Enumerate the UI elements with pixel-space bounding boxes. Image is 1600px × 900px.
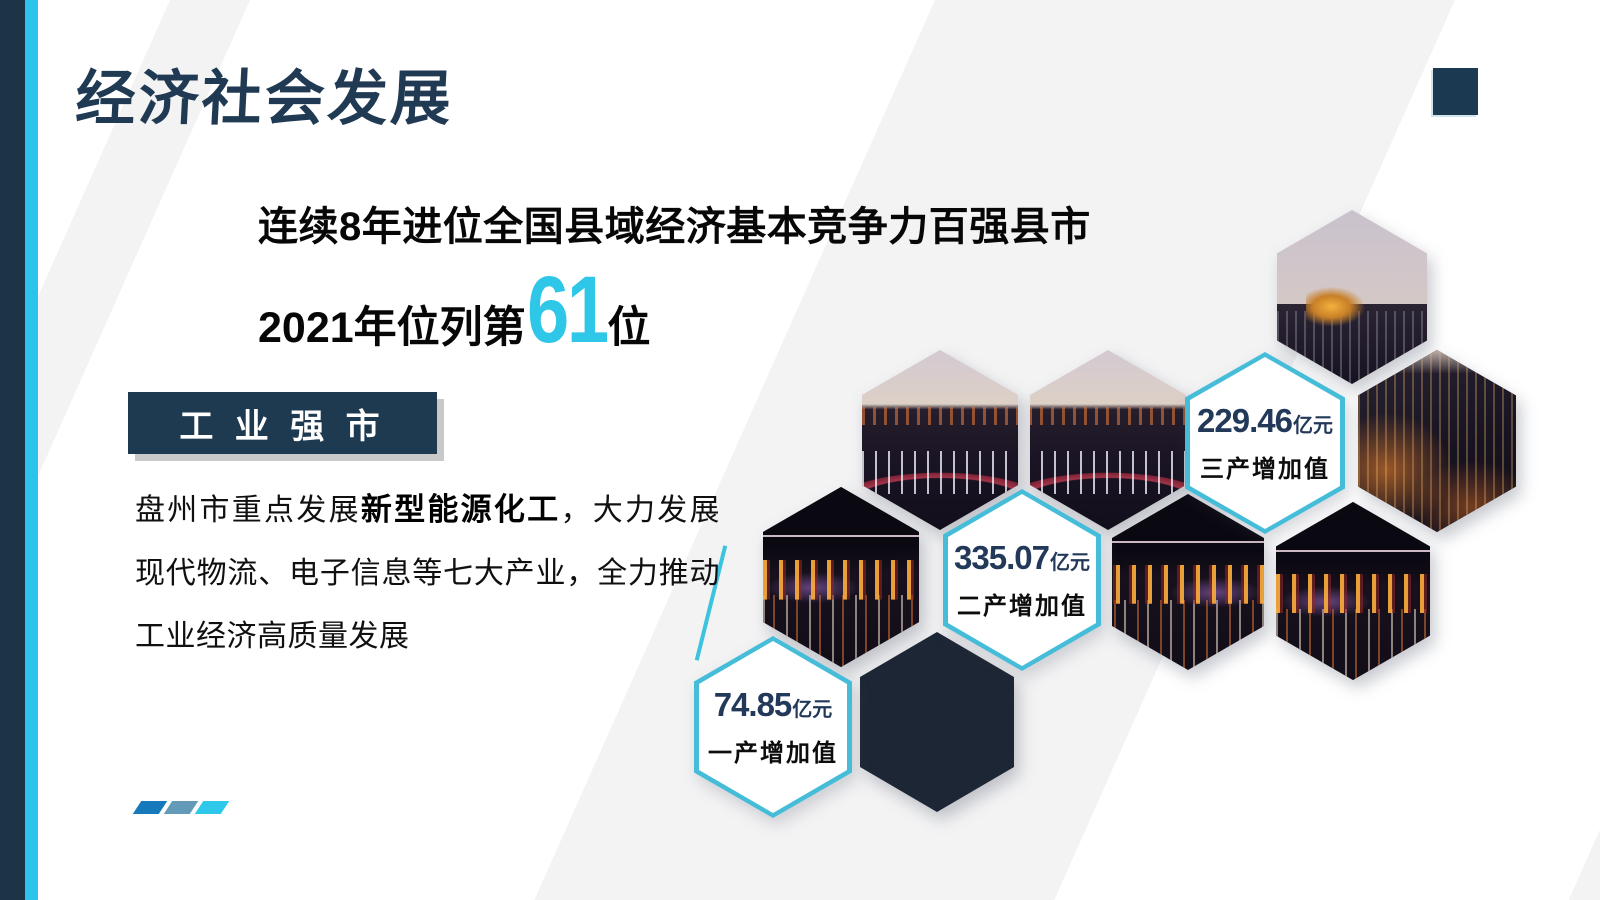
hex-photo-city-sunset-towers — [1277, 210, 1427, 384]
stat-hexagon-border: 74.85 亿元 一产增加值 — [694, 636, 852, 818]
stat-hexagon-border: 335.07 亿元 二产增加值 — [943, 489, 1101, 671]
bg-diagonal-band-corner — [1568, 650, 1600, 900]
bridge-night-photo — [862, 350, 1018, 530]
stat-unit: 亿元 — [1292, 415, 1333, 437]
headline-rank-suffix: 位 — [607, 304, 651, 352]
hex-stat-tertiary-industry: 229.46 亿元 三产增加值 — [1185, 352, 1345, 534]
stat-value: 74.85 — [713, 686, 793, 723]
hex-photo-dark-water — [860, 632, 1014, 812]
stat-label: 一产增加值 — [708, 740, 838, 767]
stat-label: 二产增加值 — [957, 593, 1087, 620]
page-title: 经济社会发展 — [73, 65, 456, 132]
headline-rank-context: 连续8年进位全国县域经济基本竞争力百强县市 — [258, 205, 1091, 249]
hex-photo-bridge-night-left — [862, 350, 1018, 530]
footer-arrow-decor — [132, 801, 230, 814]
arrow-shape-dark-blue — [132, 801, 168, 814]
industry-badge: 工 业 强 市 — [128, 392, 437, 454]
stat-hexagon-border: 229.46 亿元 三产增加值 — [1185, 352, 1345, 534]
rank-number: 61 — [526, 257, 609, 363]
hex-photo-city-lights-right — [1358, 350, 1516, 532]
city-sunset-photo — [1277, 210, 1427, 384]
stat-label: 三产增加值 — [1200, 456, 1330, 483]
stat-unit: 亿元 — [792, 699, 833, 721]
corner-square-decor — [1433, 68, 1478, 115]
arrow-shape-cyan — [194, 801, 230, 814]
paragraph-rest: ，大力发展现代物流、电子信息等七大产业，全力推动工业经济高质量发展 — [135, 494, 721, 653]
headline-rank-line: 2021年位列第61位 — [258, 257, 651, 363]
left-edge-cyan-bar — [25, 0, 38, 900]
city-lights-photo — [1358, 350, 1516, 532]
stat-hexagon-content: 229.46 亿元 三产增加值 — [1190, 357, 1340, 529]
hex-stat-secondary-industry: 335.07 亿元 二产增加值 — [943, 489, 1101, 671]
hex-photo-river-reflection-left — [763, 487, 919, 667]
left-edge-navy-bar — [0, 0, 25, 900]
hex-photo-river-reflection-right — [1276, 502, 1430, 680]
headline-rank-prefix: 2021年位列第 — [258, 304, 526, 352]
stat-unit: 亿元 — [1049, 552, 1090, 574]
paragraph-emphasis: 新型能源化工 — [360, 492, 561, 527]
stat-value: 229.46 — [1197, 402, 1293, 439]
industry-paragraph: 盘州市重点发展新型能源化工，大力发展现代物流、电子信息等七大产业，全力推动工业经… — [135, 478, 720, 668]
river-reflection-photo — [763, 487, 919, 667]
arrow-shape-steel-blue — [163, 801, 199, 814]
stat-value: 335.07 — [954, 539, 1050, 576]
stat-hexagon-content: 74.85 亿元 一产增加值 — [699, 641, 847, 813]
paragraph-lead: 盘州市重点发展 — [135, 494, 361, 527]
hex-stat-primary-industry: 74.85 亿元 一产增加值 — [694, 636, 852, 818]
dark-water-photo — [860, 632, 1014, 812]
stat-hexagon-content: 335.07 亿元 二产增加值 — [948, 494, 1096, 666]
